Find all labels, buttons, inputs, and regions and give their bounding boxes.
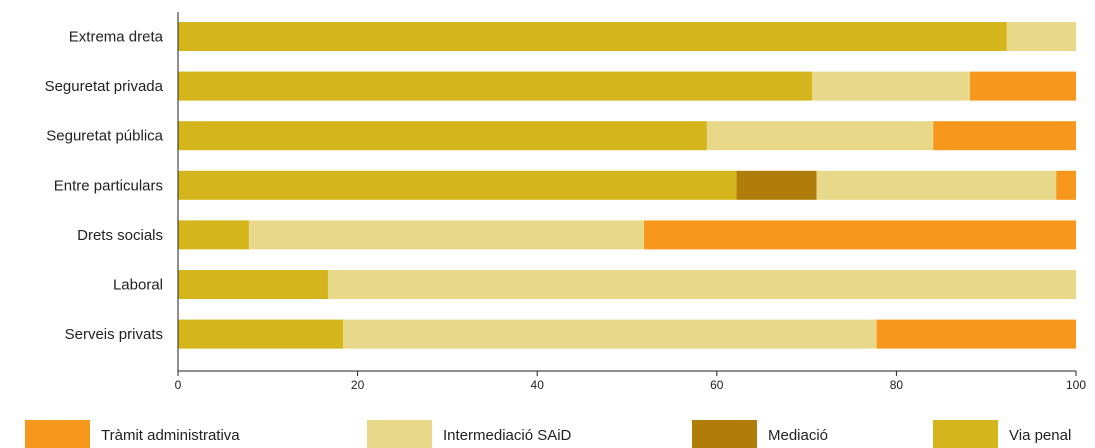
x-tick-label: 80 <box>890 378 904 392</box>
legend-label: Mediació <box>768 427 828 444</box>
bar-segment <box>178 170 737 200</box>
legend-swatch <box>367 420 432 448</box>
x-tick-label: 20 <box>351 378 365 392</box>
x-axis-ticks: 0 20 40 60 80 100 <box>175 371 1086 392</box>
x-tick-label: 0 <box>175 378 182 392</box>
bar-segment <box>736 170 817 200</box>
category-label: Drets socials <box>77 227 163 244</box>
bar-segment <box>178 319 344 349</box>
bar-segment <box>933 121 1076 151</box>
bar-segment <box>816 170 1057 200</box>
bar-segment <box>178 270 328 299</box>
bar-segment <box>178 71 812 101</box>
bars-layer <box>178 22 1077 349</box>
bar-segment <box>178 121 707 151</box>
bar-segment <box>970 71 1076 101</box>
legend-swatch <box>933 420 998 448</box>
bar-segment <box>248 220 645 250</box>
legend-swatch <box>25 420 90 448</box>
bar-segment <box>811 71 971 101</box>
x-tick-label: 100 <box>1066 378 1086 392</box>
legend-label: Tràmit administrativa <box>101 427 240 444</box>
category-label: Serveis privats <box>65 326 163 343</box>
bar-segment <box>178 220 249 250</box>
bar-segment <box>1006 22 1076 51</box>
category-label: Seguretat pública <box>46 128 163 145</box>
category-label: Laboral <box>113 277 163 294</box>
bar-segment <box>327 270 1077 299</box>
category-labels: Extrema dreta Seguretat privada Seguretat … <box>45 29 164 344</box>
category-label: Extrema dreta <box>69 29 164 46</box>
bar-segment <box>1056 170 1076 200</box>
legend-swatch <box>692 420 757 448</box>
bar-segment <box>706 121 934 151</box>
legend-label: Via penal <box>1009 427 1071 444</box>
legend-label: Intermediació SAiD <box>443 427 572 444</box>
bar-segment <box>343 319 877 349</box>
bar-segment <box>644 220 1076 250</box>
category-label: Seguretat privada <box>45 78 164 95</box>
bar-segment <box>876 319 1076 349</box>
x-tick-label: 40 <box>531 378 545 392</box>
legend: Tràmit administrativa Intermediació SAiD M… <box>25 420 1071 448</box>
bar-segment <box>178 22 1007 51</box>
category-label: Entre particulars <box>54 177 163 194</box>
x-tick-label: 60 <box>710 378 724 392</box>
